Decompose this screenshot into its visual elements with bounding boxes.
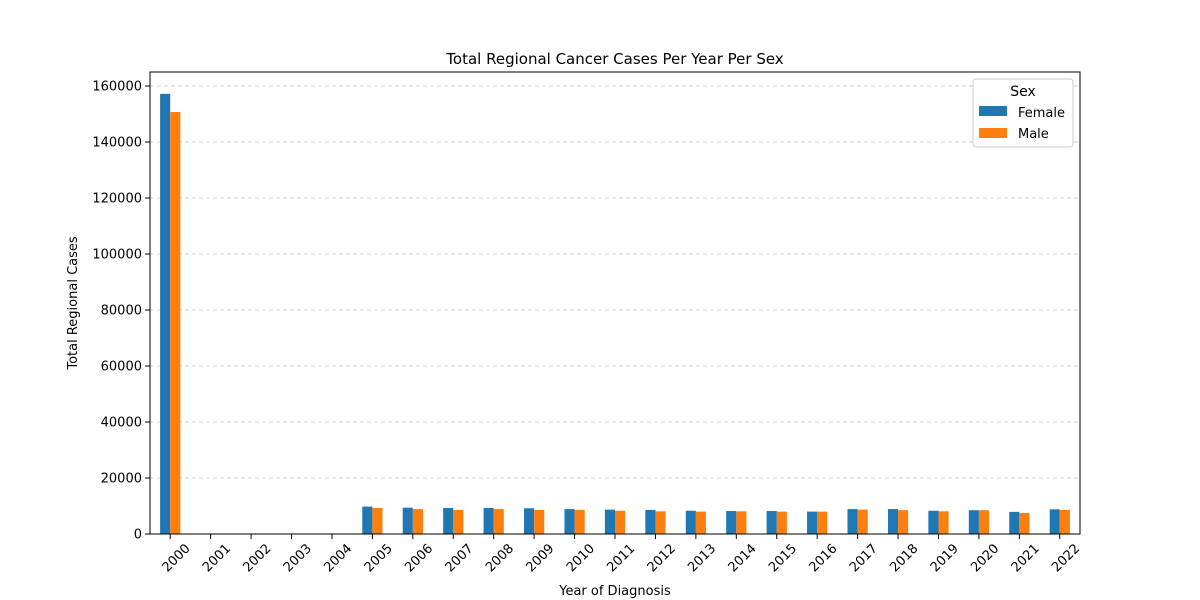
x-tick-label: 2011 [604,541,638,575]
x-tick-label: 2009 [523,541,557,575]
bar-female-2013 [685,510,696,534]
bar-male-2005 [372,507,383,534]
bar-male-2014 [736,511,747,534]
bar-male-2008 [493,509,504,534]
y-tick-label: 80000 [101,304,142,319]
bar-female-2008 [483,507,494,534]
bar-male-2007 [453,509,464,534]
x-axis-label: Year of Diagnosis [558,584,671,599]
bar-female-2017 [847,509,858,534]
legend-swatch-male [979,128,1007,138]
x-axis: 2000 2001 2002 2003 2004 2005 2006 2007 2008 2009… [160,534,1083,575]
bar-female-2005 [362,506,373,534]
bar-male-2017 [857,509,868,534]
bar-female-2012 [645,509,656,534]
bar-male-2009 [534,509,545,534]
bar-female-2014 [726,511,737,534]
legend-swatch-female [979,106,1007,116]
legend-label-male: Male [1018,127,1049,142]
y-tick-label: 140000 [92,136,142,151]
x-tick-label: 2017 [847,541,881,575]
bar-male-2020 [978,510,990,534]
y-axis-label: Total Regional Cases [66,236,81,371]
plot-area [150,72,1080,534]
chart-title: Total Regional Cancer Cases Per Year Per… [445,50,784,68]
bar-female-2022 [1049,509,1060,534]
bar-male-2022 [1059,509,1070,534]
legend-label-female: Female [1018,106,1065,121]
x-tick-label: 2019 [928,541,962,575]
bar-female-2009 [524,508,535,534]
x-tick-label: 2014 [726,541,760,575]
bar-female-2020 [968,510,979,534]
x-tick-label: 2012 [645,541,679,575]
legend-title: Sex [1010,84,1036,100]
bar-female-2015 [766,511,777,534]
bar-female-2016 [807,511,818,534]
y-tick-label: 120000 [92,192,142,207]
bar-male-2018 [898,510,909,534]
y-tick-label: 20000 [101,472,142,487]
x-tick-label: 2022 [1049,541,1083,575]
legend: Sex Female Male [972,78,1074,148]
bar-male-2015 [776,511,787,534]
x-tick-label: 2001 [200,541,234,575]
bar-female-2018 [887,509,899,534]
y-tick-label: 60000 [101,360,142,375]
x-tick-label: 2008 [483,541,517,575]
x-tick-label: 2004 [321,541,355,575]
x-tick-label: 2018 [887,541,921,575]
bar-female-2019 [928,510,939,534]
bar-male-2010 [574,509,585,534]
x-tick-label: 2021 [1009,541,1043,575]
bar-male-2013 [695,511,706,534]
bar-male-2021 [1019,513,1030,534]
x-tick-label: 2010 [564,541,598,575]
bar-male-2000 [170,112,181,534]
x-tick-label: 2013 [685,541,719,575]
y-tick-label: 40000 [101,416,142,431]
bar-male-2006 [412,509,423,534]
x-tick-label: 2016 [807,541,841,575]
bars-group [160,93,1070,534]
x-tick-label: 2003 [281,541,315,575]
bar-male-2011 [615,510,626,534]
y-tick-label: 0 [134,528,142,543]
bar-male-2019 [938,511,949,534]
x-tick-label: 2006 [402,541,436,575]
gridlines [150,85,1080,479]
bar-male-2016 [817,511,828,534]
y-tick-label: 160000 [92,80,142,95]
x-tick-label: 2007 [443,541,477,575]
x-tick-label: 2020 [968,541,1002,575]
x-tick-label: 2015 [766,541,800,575]
bar-female-2006 [402,507,413,534]
bar-male-2012 [655,511,666,534]
bar-female-2010 [564,509,575,534]
bar-female-2011 [604,509,615,534]
x-tick-label: 2000 [160,541,194,575]
bar-female-2000 [160,93,171,534]
x-tick-label: 2005 [362,541,396,575]
x-tick-label: 2002 [240,541,274,575]
y-axis: 0 20000 40000 60000 80000 100000 120000 140000 1… [92,80,150,543]
bar-female-2007 [443,507,454,534]
bar-female-2021 [1009,511,1020,534]
y-tick-label: 100000 [92,248,142,263]
